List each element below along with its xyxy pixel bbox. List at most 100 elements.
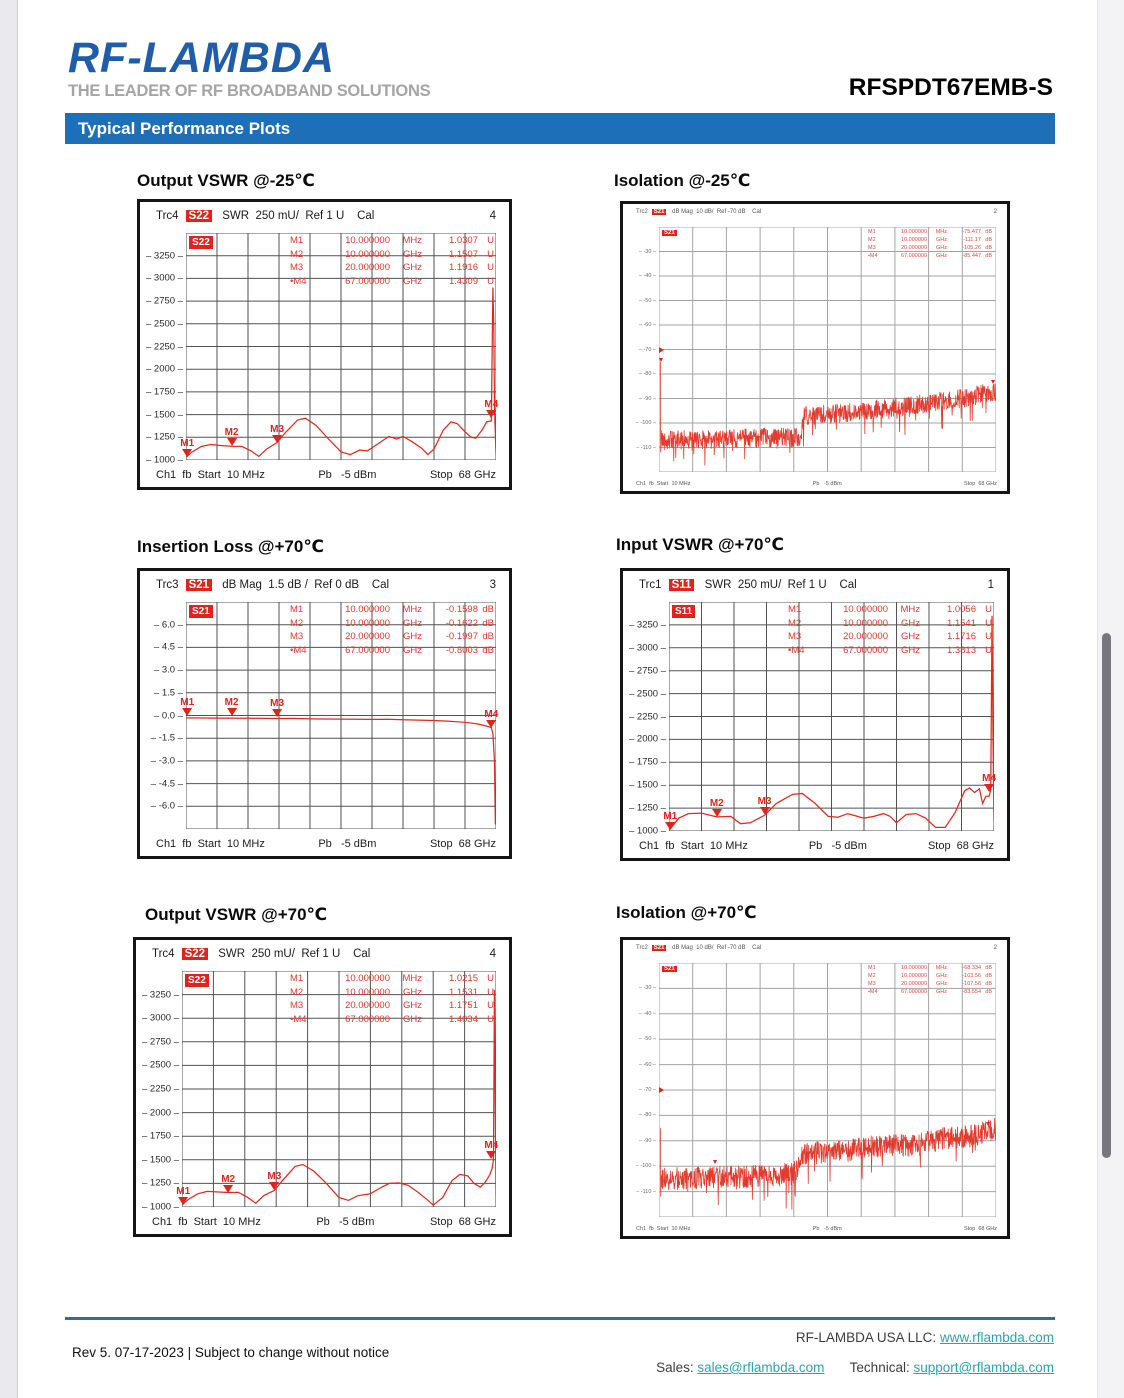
y-axis-label: 2750	[146, 296, 183, 307]
marker-readout-row: M3 20.000000 GHz 1.1916 U	[290, 262, 494, 273]
marker-readout-row: M2 10.000000 GHz -111.17 dB	[868, 237, 992, 243]
marker-readout-row: M1 10.000000 MHz -75.477 dB	[868, 229, 992, 235]
window-number: 4	[489, 210, 496, 222]
y-axis-label: -6.0	[151, 801, 183, 812]
trace-header: Trc4 S22 SWR 250 mU/ Ref 1 U Cal 4	[152, 948, 496, 960]
trace-header: Trc3 S21 dB Mag 1.5 dB / Ref 0 dB Cal 3	[156, 579, 496, 591]
plot-svg	[669, 602, 994, 831]
y-axis-label: 2000	[146, 364, 183, 375]
plot-svg	[186, 602, 496, 829]
y-axis-label: 0.0	[154, 710, 183, 721]
vna-screenshot: Trc4 S22 SWR 250 mU/ Ref 1 U Cal 4 3250 3…	[133, 937, 512, 1237]
marker-readout-row: M3 20.000000 GHz -107.56 dB	[868, 981, 992, 987]
revision-note: Rev 5. 07-17-2023 | Subject to change wi…	[72, 1345, 390, 1360]
vna-screenshot: Trc2 S21 dB Mag 10 dB/ Ref -70 dB Cal 2 …	[620, 201, 1010, 494]
window-number: 4	[489, 948, 496, 960]
marker-readout-row: •M4 67.000000 GHz -0.8003 dB	[290, 644, 494, 656]
marker-readout-row: M3 20.000000 GHz -105.26 dB	[868, 245, 992, 251]
chart-card-isolation-hot: Isolation @+70℃ Trc2 S21 dB Mag 10 dB/ R…	[614, 903, 1010, 1239]
y-axis-label: -1.5	[151, 733, 183, 744]
marker-readout-row: •M4 67.000000 GHz 1.4309 U	[290, 275, 494, 287]
trace-settings: SWR 250 mU/ Ref 1 U Cal	[219, 210, 375, 222]
marker-readout-row: M3 20.000000 GHz 1.1751 U	[290, 1000, 494, 1011]
y-axis-label: -100	[636, 420, 656, 426]
y-axis-label: 2750	[629, 665, 666, 676]
y-axis-label: 3000	[142, 1013, 179, 1024]
chart-title: Insertion Loss @+70℃	[137, 537, 324, 556]
marker-readout-row: •M4 67.000000 GHz 1.4034 U	[290, 1013, 494, 1025]
sparam-plot-badge: S21	[662, 230, 677, 236]
y-axis-label: 3000	[146, 273, 183, 284]
marker-table: M1 10.000000 MHz -68.334 dB M2 10.000000 GHz -10…	[868, 964, 992, 996]
sales-email-link[interactable]: sales@rflambda.com	[697, 1360, 825, 1375]
vna-screenshot: Trc1 S11 SWR 250 mU/ Ref 1 U Cal 1 32503…	[620, 568, 1010, 861]
y-axis-label: 2500	[146, 318, 183, 329]
y-axis-label: 2000	[142, 1107, 179, 1118]
chart-title: Isolation @-25℃	[614, 171, 751, 190]
trace-header: Trc2 S21 dB Mag 10 dB/ Ref -70 dB Cal 2	[636, 209, 997, 215]
y-axis-label: 1500	[629, 780, 666, 791]
scrollbar-thumb[interactable]	[1102, 633, 1111, 1158]
vna-screenshot: Trc2 S21 dB Mag 10 dB/ Ref -70 dB Cal 2 …	[620, 937, 1010, 1239]
plot-svg	[659, 227, 996, 472]
y-axis-label: -100	[636, 1163, 656, 1169]
chart-title: Output VSWR @-25℃	[137, 171, 315, 190]
sparam-plot-badge: S21	[662, 966, 677, 972]
chart-card-isolation-cold: Isolation @-25℃ Trc2 S21 dB Mag 10 dB/ R…	[612, 171, 1010, 494]
trace-id: Trc4	[152, 948, 175, 960]
marker-readout-row: M2 10.000000 GHz -0.1622 dB	[290, 617, 494, 629]
trace-header: Trc2 S21 dB Mag 10 dB/ Ref -70 dB Cal 2	[636, 945, 997, 951]
plot-area: -30-40-50-60-70-80-90-100-110S21M110.000…	[640, 963, 996, 1217]
y-axis-label: 2000	[629, 734, 666, 745]
y-axis-label: -80	[639, 371, 656, 377]
y-axis-label: 1.5	[154, 687, 183, 698]
sparam-plot-badge: S22	[185, 974, 209, 987]
marker-readout-row: M1 10.000000 MHz 1.0307 U	[290, 235, 494, 246]
y-axis-label: -50	[639, 1036, 656, 1042]
marker-readout-row: M2 10.000000 GHz 1.1541 U	[788, 617, 992, 629]
plot-svg	[182, 971, 496, 1207]
marker-readout-row: M3 20.000000 GHz -0.1997 dB	[290, 631, 494, 642]
chart-title: Output VSWR @+70℃	[145, 905, 328, 924]
y-axis-label: 2250	[629, 711, 666, 722]
footer-divider	[65, 1317, 1055, 1320]
logo-brand-text: RF-LAMBDA	[68, 34, 335, 82]
y-axis-label: 3000	[629, 642, 666, 653]
sparam-plot-badge: S21	[189, 605, 213, 618]
product-model-number: RFSPDT67EMB-S	[848, 74, 1053, 101]
trace-header: Trc1 S11 SWR 250 mU/ Ref 1 U Cal 1	[639, 579, 994, 591]
y-axis-label: 3250	[142, 989, 179, 1000]
y-axis-label: -30	[639, 985, 656, 991]
y-axis-label: 3250	[146, 250, 183, 261]
technical-label: Technical:	[849, 1360, 910, 1375]
window-number: 1	[987, 579, 994, 591]
marker-readout-row: •M4 67.000000 GHz -83.554 dB	[868, 989, 992, 995]
sweep-footer: Ch1 fb Start 10 MHz Pb -5 dBm Stop 68 GH…	[636, 1226, 997, 1232]
y-axis-label: 1250	[146, 432, 183, 443]
sparam-badge: S21	[651, 945, 667, 951]
y-axis-label: 1500	[142, 1154, 179, 1165]
chart-title: Input VSWR @+70℃	[616, 535, 784, 554]
sweep-footer: Ch1 fb Start 10 MHz Pb -5 dBm Stop 68 GH…	[152, 1216, 496, 1228]
technical-email-link[interactable]: support@rflambda.com	[913, 1360, 1054, 1375]
chart-card-output-vswr-cold: Output VSWR @-25℃ Trc4 S22 SWR 250 mU/ R…	[135, 171, 512, 490]
y-axis-label: -110	[636, 445, 656, 451]
marker-readout-row: M2 10.000000 GHz -103.56 dB	[868, 973, 992, 979]
y-axis-label: 1250	[629, 803, 666, 814]
vna-screenshot: Trc3 S21 dB Mag 1.5 dB / Ref 0 dB Cal 3 …	[137, 568, 512, 859]
y-axis-label: 1750	[629, 757, 666, 768]
y-axis-label: -90	[639, 396, 656, 402]
y-axis-label: 2250	[142, 1084, 179, 1095]
email-contact-line: Sales: sales@rflambda.com Technical: sup…	[656, 1360, 1054, 1375]
trace-id: Trc4	[156, 210, 179, 222]
chart-title: Isolation @+70℃	[616, 903, 757, 922]
y-axis-label: -110	[636, 1189, 656, 1195]
y-axis-label: -60	[639, 1062, 656, 1068]
chart-card-output-vswr-hot: Output VSWR @+70℃ Trc4 S22 SWR 250 mU/ R…	[133, 905, 512, 1237]
marker-readout-row: •M4 67.000000 GHz 1.3813 U	[788, 644, 992, 656]
y-axis-label: 2750	[142, 1036, 179, 1047]
y-axis-label: -80	[639, 1112, 656, 1118]
marker-readout-row: M2 10.000000 GHz 1.1507 U	[290, 248, 494, 260]
y-axis-label: -90	[639, 1138, 656, 1144]
website-link[interactable]: www.rflambda.com	[939, 1330, 1054, 1345]
